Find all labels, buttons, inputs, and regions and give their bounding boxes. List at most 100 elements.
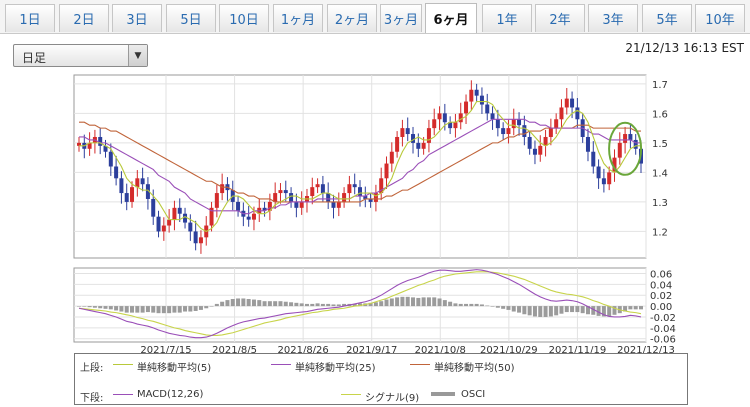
- candle-body: [167, 219, 172, 226]
- candle-body: [411, 134, 416, 143]
- candle-body: [585, 136, 590, 152]
- candle-body: [177, 207, 182, 214]
- macd-ytick-label: 0.00: [650, 302, 672, 313]
- candle-body: [437, 113, 442, 120]
- candle-body: [358, 187, 362, 197]
- osci-bar: [384, 299, 389, 307]
- tab-2日[interactable]: 2日: [59, 4, 109, 32]
- candle-body: [400, 128, 405, 137]
- osci-bar: [437, 298, 442, 307]
- tab-10年[interactable]: 10年: [695, 4, 745, 32]
- candle-body: [98, 136, 103, 146]
- osci-bar: [183, 306, 188, 312]
- candle-body: [458, 113, 463, 123]
- candle-body: [384, 163, 389, 179]
- osci-bar: [326, 303, 331, 307]
- highlight-ellipse: [608, 121, 643, 176]
- legend-swatch-ma50: [410, 364, 430, 365]
- osci-bar: [501, 306, 506, 309]
- osci-bar: [241, 298, 246, 307]
- tab-1年[interactable]: 1年: [482, 4, 532, 32]
- osci-bar: [490, 306, 495, 307]
- macd-ytick-label: -0.04: [650, 324, 676, 335]
- period-tabs: 1日 2日 3日 5日 10日 1ヶ月 2ヶ月 3ヶ月 6ヶ月 1年 2年 3年 5年 10年: [0, 0, 750, 34]
- tab-2ヶ月[interactable]: 2ヶ月: [327, 4, 377, 32]
- candle-body: [612, 157, 617, 173]
- ma50-line: [79, 121, 641, 203]
- osci-bar: [310, 303, 315, 307]
- osci-bar: [411, 297, 416, 307]
- osci-bar: [320, 303, 325, 307]
- osci-bar: [87, 306, 92, 308]
- candle-body: [570, 98, 575, 108]
- osci-bar: [379, 301, 384, 307]
- osci-bar: [161, 306, 166, 314]
- candle-body: [209, 207, 214, 226]
- candle-body: [448, 122, 453, 129]
- tab-10日[interactable]: 10日: [219, 4, 269, 32]
- candle-body: [474, 89, 479, 96]
- osci-bar: [426, 297, 431, 307]
- osci-bar: [633, 306, 638, 310]
- osci-bar: [601, 306, 606, 317]
- legend-swatch-signal: [341, 394, 361, 395]
- osci-bar: [442, 300, 447, 307]
- candle-body: [336, 201, 341, 208]
- candle-body: [501, 128, 506, 135]
- osci-bar: [108, 306, 113, 310]
- osci-bar: [453, 303, 458, 307]
- tab-3日[interactable]: 3日: [112, 4, 162, 32]
- legend-item-ma25: 単純移動平均(25): [295, 363, 376, 374]
- candle-body: [517, 119, 522, 126]
- tab-2年[interactable]: 2年: [535, 4, 585, 32]
- legend-lower-row: 下段: MACD(12,26) シグナル(9) OSCI: [75, 387, 687, 404]
- legend-swatch-ma25: [271, 364, 291, 365]
- candle-body: [479, 95, 484, 105]
- tab-1ヶ月[interactable]: 1ヶ月: [273, 4, 323, 32]
- osci-bar: [405, 296, 410, 307]
- candle-body: [421, 142, 426, 149]
- tab-1日[interactable]: 1日: [5, 4, 55, 32]
- legend-item-macd: MACD(12,26): [137, 389, 204, 400]
- candle-body: [363, 196, 368, 199]
- candle-body: [432, 119, 437, 129]
- candle-body: [151, 198, 156, 217]
- candle-body: [145, 184, 150, 199]
- legend-swatch-osci: [431, 392, 455, 396]
- period-select[interactable]: 日足 ▼: [13, 44, 148, 67]
- candle-body: [495, 119, 500, 129]
- osci-bar: [532, 306, 537, 317]
- chevron-down-icon[interactable]: ▼: [128, 45, 147, 66]
- tab-5年[interactable]: 5年: [642, 4, 692, 32]
- candle-body: [527, 136, 532, 149]
- candle-body: [633, 139, 638, 149]
- candle-body: [114, 166, 119, 179]
- candle-body: [289, 193, 294, 202]
- osci-bar: [82, 306, 87, 307]
- osci-bar: [204, 306, 209, 309]
- osci-bar: [273, 301, 278, 307]
- legend-item-ma5: 単純移動平均(5): [137, 363, 212, 374]
- osci-bar: [432, 297, 437, 307]
- xtick-label: 2021/10/8: [415, 345, 466, 355]
- candle-body: [220, 184, 225, 194]
- candle-body: [554, 119, 559, 129]
- candle-body: [506, 128, 511, 135]
- osci-bar: [172, 306, 177, 313]
- osci-bar: [575, 306, 580, 313]
- osci-bar: [193, 306, 198, 311]
- candle-body: [405, 128, 410, 135]
- osci-bar: [177, 306, 182, 313]
- candle-body: [395, 136, 400, 152]
- osci-bar: [251, 299, 256, 307]
- tab-3年[interactable]: 3年: [588, 4, 638, 32]
- tab-5日[interactable]: 5日: [166, 4, 216, 32]
- candle-body: [267, 201, 272, 211]
- osci-bar: [564, 306, 569, 313]
- osci-bar: [580, 306, 585, 314]
- osci-bar: [140, 306, 145, 313]
- tab-3ヶ月[interactable]: 3ヶ月: [380, 4, 422, 32]
- tab-6ヶ月[interactable]: 6ヶ月: [425, 3, 477, 33]
- osci-bar: [336, 304, 341, 307]
- osci-bar: [151, 306, 156, 313]
